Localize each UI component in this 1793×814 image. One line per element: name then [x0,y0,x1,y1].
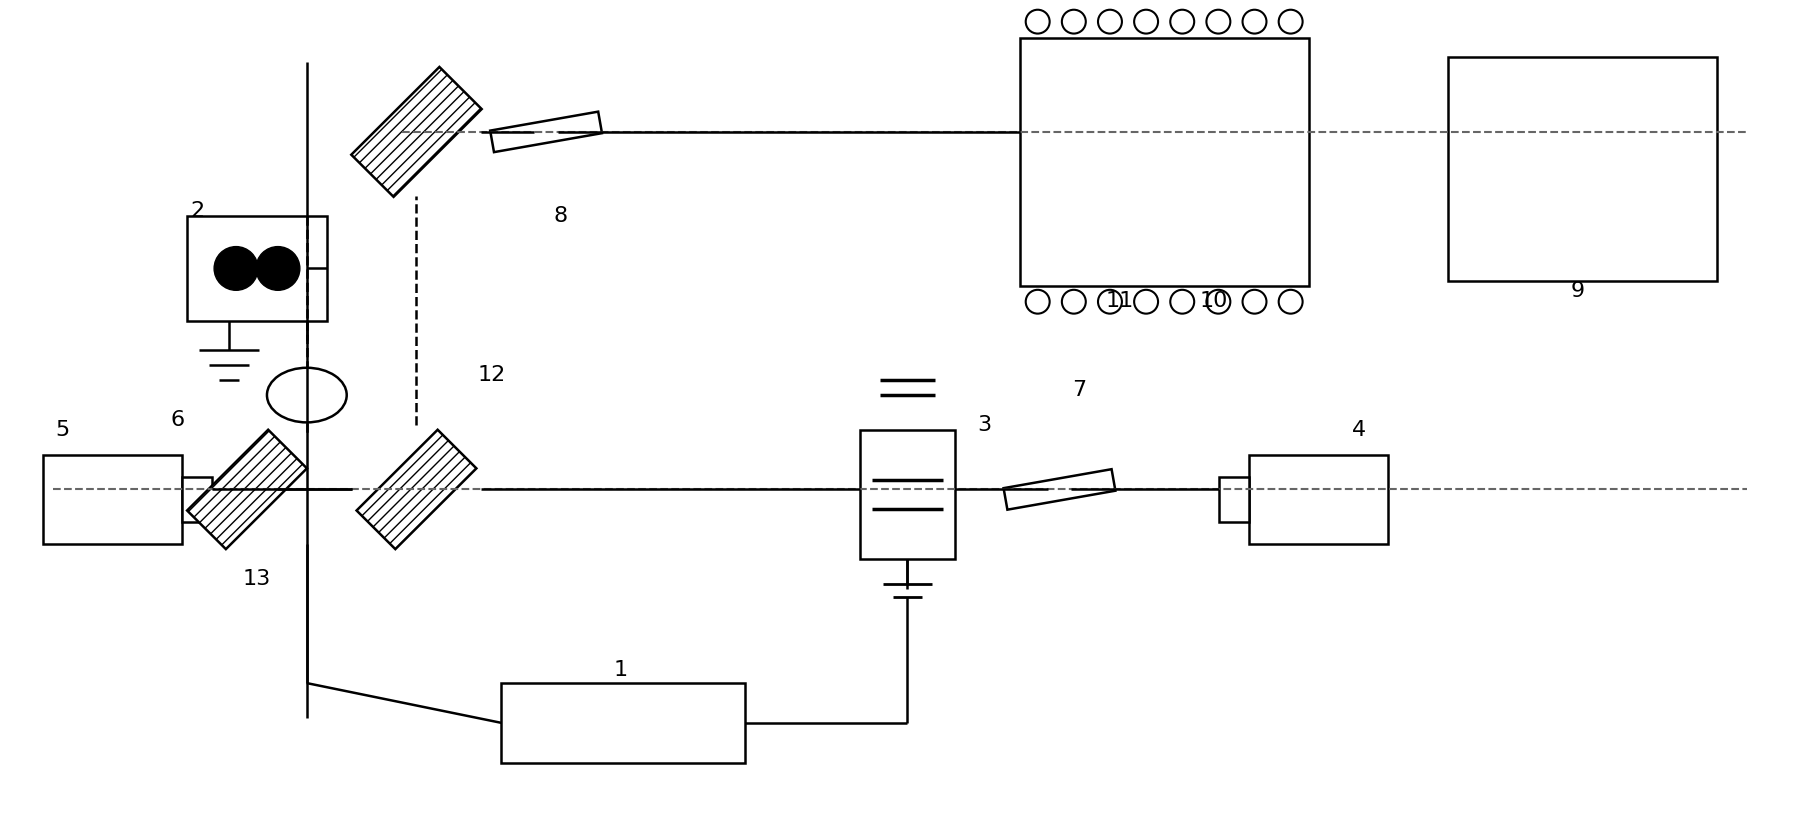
Circle shape [213,247,258,291]
Bar [43,455,183,544]
Text: 8: 8 [554,206,568,226]
Text: 1: 1 [613,660,628,681]
Text: 11: 11 [1104,291,1133,311]
Text: 7: 7 [1072,380,1087,400]
Text: 12: 12 [477,365,506,385]
Text: 6: 6 [170,410,185,430]
Ellipse shape [267,368,346,422]
Bar [861,430,956,559]
Bar [1449,58,1718,281]
Bar [186,217,326,321]
Circle shape [256,247,299,291]
Bar [1250,455,1388,544]
Text: 4: 4 [1352,420,1366,440]
Polygon shape [357,430,477,549]
Polygon shape [1004,469,1115,510]
Bar [1219,477,1250,522]
Text: 3: 3 [977,415,992,435]
Bar [502,683,746,763]
Text: 9: 9 [1571,281,1585,301]
Text: 13: 13 [242,569,271,589]
Polygon shape [489,112,602,152]
Bar [1020,37,1309,286]
Bar [183,477,212,522]
Text: 10: 10 [1200,291,1228,311]
Text: 2: 2 [190,201,204,221]
Polygon shape [351,67,482,197]
Text: 5: 5 [56,420,70,440]
Polygon shape [186,430,307,549]
